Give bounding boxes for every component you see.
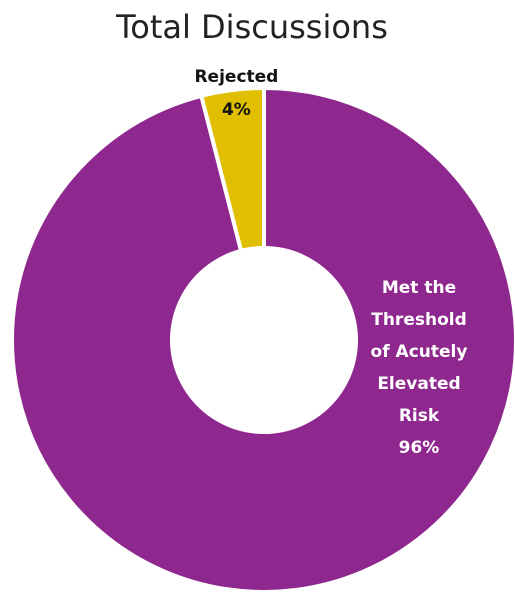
chart-title: Total Discussions — [115, 8, 388, 46]
slice-label-0-line-1: Threshold — [371, 310, 467, 330]
labels-layer: Met the Threshold of Acutely Elevated Risk 96… — [194, 67, 467, 458]
slice-label-0-line-4: Risk — [399, 406, 440, 426]
slice-label-0-line-3: Elevated — [377, 374, 460, 394]
slice-label-0-line-5: 96% — [399, 438, 440, 458]
slice-label-0-line-2: of Acutely — [371, 342, 468, 362]
slice-label-1-line-1: 4% — [222, 100, 251, 120]
slice-label-0-line-0: Met the — [382, 278, 456, 298]
slice-label-1-line-0: Rejected — [194, 67, 278, 87]
donut-hole — [170, 246, 358, 434]
